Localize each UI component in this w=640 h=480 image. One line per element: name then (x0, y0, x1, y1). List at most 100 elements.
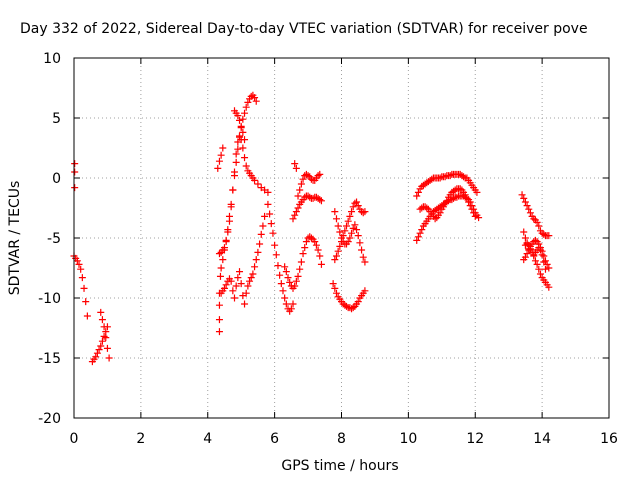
data-point (236, 132, 244, 140)
data-point (538, 251, 546, 259)
data-point (332, 289, 340, 297)
data-point (252, 97, 260, 105)
series-pass-O (331, 198, 369, 264)
data-point (98, 337, 106, 345)
data-point (332, 215, 340, 223)
data-point (294, 272, 302, 280)
data-point (241, 300, 249, 308)
data-point (526, 209, 534, 217)
data-point (418, 226, 426, 234)
data-point (80, 284, 88, 292)
data-point (232, 150, 240, 158)
data-point (545, 264, 553, 272)
data-point (525, 241, 533, 249)
data-points (70, 91, 553, 366)
data-point (439, 203, 447, 211)
x-tick-label: 0 (70, 431, 79, 447)
data-point (71, 184, 79, 192)
data-point (414, 233, 422, 241)
series-pass-B (70, 252, 91, 320)
data-point (471, 212, 479, 220)
data-point (466, 202, 474, 210)
data-point (294, 192, 302, 200)
data-point (518, 191, 526, 199)
series-pass-M (291, 160, 300, 172)
x-axis-label: GPS time / hours (281, 458, 398, 474)
data-point (314, 246, 322, 254)
data-point (219, 256, 227, 264)
data-point (227, 277, 235, 285)
data-point (234, 145, 242, 153)
data-point (307, 175, 315, 183)
data-point (269, 229, 277, 237)
x-tick-labels: 0 2 4 6 8 10 12 14 16 (70, 431, 618, 447)
data-point (217, 264, 225, 272)
series-pass-K (289, 192, 325, 223)
data-point (232, 282, 240, 290)
data-point (296, 186, 304, 194)
y-tick-label: 5 (52, 111, 61, 127)
data-point (219, 144, 227, 152)
data-point (346, 234, 354, 242)
data-point (215, 157, 223, 165)
data-point (331, 256, 339, 264)
data-point (292, 277, 300, 285)
data-point (271, 241, 279, 249)
data-point (349, 203, 357, 211)
data-point (97, 308, 105, 316)
data-point (353, 226, 361, 234)
data-point (460, 173, 468, 181)
series-pass-F (217, 212, 269, 308)
data-point (259, 222, 267, 230)
data-point (274, 262, 282, 270)
data-point (292, 164, 300, 172)
series-pass-C (88, 308, 113, 366)
data-point (100, 323, 108, 331)
data-point (296, 265, 304, 273)
data-point (521, 234, 529, 242)
data-point (71, 168, 79, 176)
data-point (102, 328, 110, 336)
data-point (261, 212, 269, 220)
data-point (257, 230, 265, 238)
data-point (348, 229, 356, 237)
data-point (299, 250, 307, 258)
y-tick-label: 0 (52, 171, 61, 187)
series-pass-G (214, 144, 227, 172)
data-point (361, 208, 369, 216)
data-point (264, 188, 272, 196)
data-point (316, 196, 324, 204)
y-tick-label: -15 (38, 351, 61, 367)
grid-layer (74, 58, 609, 418)
data-point (533, 218, 541, 226)
data-point (344, 238, 352, 246)
data-point (234, 274, 242, 282)
data-point (236, 268, 244, 276)
data-point (231, 294, 238, 302)
data-point (331, 208, 339, 216)
data-point (329, 280, 337, 288)
data-point (346, 212, 354, 220)
data-point (349, 304, 357, 312)
data-point (317, 260, 325, 268)
data-point (541, 257, 549, 265)
data-point (242, 289, 250, 297)
data-point (316, 170, 324, 178)
series-pass-T (518, 191, 553, 240)
data-point (98, 316, 106, 324)
data-point (247, 274, 255, 282)
data-point (416, 229, 424, 237)
data-point (334, 222, 342, 230)
data-point (225, 217, 233, 225)
data-point (461, 191, 469, 199)
data-point (227, 203, 235, 211)
data-point (521, 198, 529, 206)
data-point (251, 176, 259, 184)
data-point (413, 192, 421, 200)
data-point (338, 234, 345, 242)
data-point (82, 298, 90, 306)
data-point (277, 280, 285, 288)
y-axis-label: SDTVAR / TECUs (7, 181, 23, 296)
data-point (302, 238, 310, 246)
